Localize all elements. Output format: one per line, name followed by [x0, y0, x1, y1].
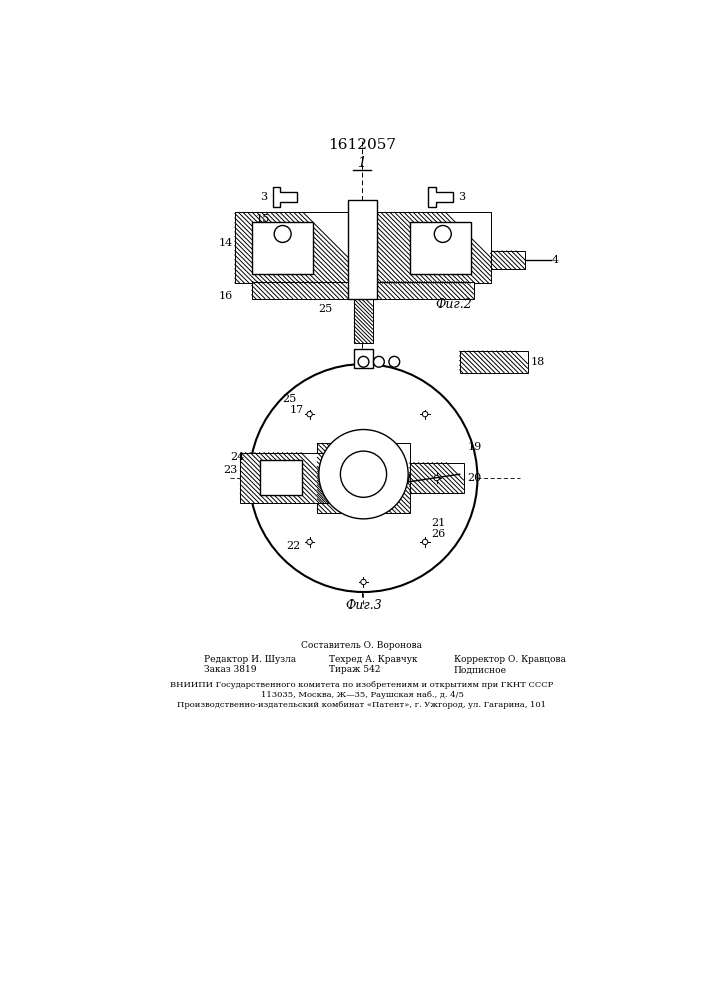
Bar: [252, 222, 313, 274]
Circle shape: [373, 356, 385, 367]
Text: 1612057: 1612057: [328, 138, 396, 152]
Circle shape: [434, 225, 451, 242]
Text: 22: 22: [286, 541, 300, 551]
Polygon shape: [428, 187, 452, 207]
Text: 17: 17: [289, 405, 303, 415]
Bar: [354, 349, 373, 368]
Bar: [317, 443, 409, 513]
Circle shape: [434, 475, 439, 481]
Circle shape: [358, 356, 369, 367]
Circle shape: [422, 539, 428, 545]
Text: Производственно-издательский комбинат «Патент», г. Ужгород, ул. Гагарина, 101: Производственно-издательский комбинат «П…: [177, 701, 547, 709]
Text: ВНИИПИ Государственного комитета по изобретениям и открытиям при ГКНТ СССР: ВНИИПИ Государственного комитета по изоб…: [170, 681, 554, 689]
Circle shape: [274, 225, 291, 242]
Text: Редактор И. Шузла: Редактор И. Шузла: [204, 654, 296, 664]
Bar: [259, 460, 302, 495]
Text: 24: 24: [230, 452, 244, 462]
Text: 14: 14: [218, 238, 233, 248]
Bar: [378, 282, 474, 299]
Text: 113035, Москва, Ж—35, Раушская наб., д. 4/5: 113035, Москва, Ж—35, Раушская наб., д. …: [260, 691, 463, 699]
Bar: [354, 299, 373, 343]
Text: 16: 16: [218, 291, 233, 301]
Text: Корректор О. Кравцова: Корректор О. Кравцова: [454, 654, 566, 664]
Circle shape: [307, 411, 312, 417]
Text: 25: 25: [318, 304, 333, 314]
Bar: [240, 453, 329, 503]
Bar: [409, 222, 472, 274]
Bar: [378, 212, 491, 283]
Text: 23: 23: [223, 465, 238, 475]
Bar: [252, 282, 348, 299]
Bar: [264, 464, 298, 493]
Circle shape: [422, 411, 428, 417]
Polygon shape: [273, 187, 297, 207]
Circle shape: [389, 356, 399, 367]
Text: 4: 4: [552, 255, 559, 265]
Circle shape: [361, 579, 366, 585]
Text: 3: 3: [260, 192, 267, 202]
Text: Подписное: Подписное: [454, 665, 507, 674]
Text: 3: 3: [458, 192, 465, 202]
Text: 15: 15: [256, 214, 270, 224]
Bar: [491, 251, 525, 269]
Text: 25: 25: [282, 394, 296, 404]
Text: Фиг.2: Фиг.2: [435, 298, 472, 311]
Circle shape: [319, 430, 408, 519]
Text: 19: 19: [467, 442, 481, 452]
Text: Составитель О. Воронова: Составитель О. Воронова: [301, 641, 423, 650]
Text: Тираж 542: Тираж 542: [329, 665, 380, 674]
Text: 20: 20: [467, 473, 481, 483]
Text: Техред А. Кравчук: Техред А. Кравчук: [329, 654, 417, 664]
Text: 18: 18: [530, 357, 545, 367]
Text: 26: 26: [431, 529, 445, 539]
Bar: [235, 212, 348, 283]
Bar: [409, 463, 464, 493]
Text: Заказ 3819: Заказ 3819: [204, 665, 257, 674]
Text: 1: 1: [358, 156, 366, 170]
Bar: [348, 200, 378, 299]
Circle shape: [250, 364, 477, 592]
Text: Фиг.3: Фиг.3: [345, 599, 382, 612]
Text: 21: 21: [431, 518, 445, 528]
Circle shape: [307, 539, 312, 545]
Circle shape: [340, 451, 387, 497]
Bar: [460, 351, 527, 373]
